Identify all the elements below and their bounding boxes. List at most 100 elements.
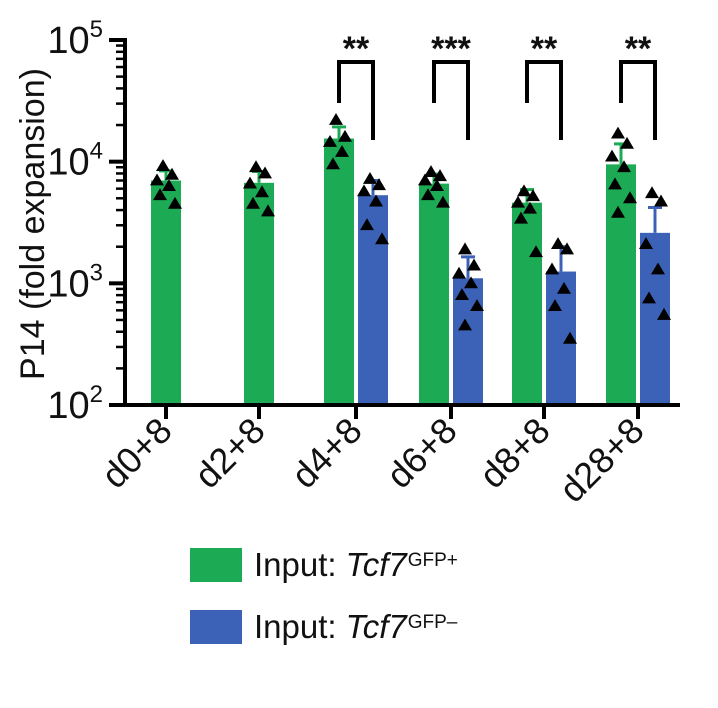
data-point-d6+8-series-1: [467, 258, 481, 271]
x-tick-label-d28+8: d28+8: [551, 410, 651, 510]
legend-superscript: GFP+: [407, 550, 458, 571]
data-point-d28+8-series-1: [651, 262, 665, 275]
y-tick-exponent: 2: [90, 381, 103, 408]
x-tick-label-d2+8: d2+8: [186, 410, 272, 496]
data-point-d4+8-series-0: [335, 145, 349, 157]
data-point-d4+8-series-1: [375, 232, 389, 245]
data-point-d8+8-series-0: [517, 184, 531, 197]
data-point-d4+8-series-1: [369, 194, 383, 207]
data-point-d8+8-series-0: [511, 195, 525, 208]
x-tick-label-d6+8: d6+8: [378, 410, 464, 496]
y-tick-label: 102: [47, 381, 103, 427]
data-point-d6+8-series-0: [436, 195, 450, 208]
data-point-d6+8-series-0: [430, 179, 444, 191]
legend-gene: Tcf7: [345, 608, 407, 645]
x-tick-label-d0+8: d0+8: [93, 410, 179, 496]
data-point-d28+8-series-0: [620, 136, 634, 149]
y-tick-exponent: 4: [90, 138, 103, 165]
data-point-d28+8-series-1: [642, 291, 656, 304]
significance-layer: ** *** ** **: [337, 30, 657, 140]
data-point-d8+8-series-0: [526, 189, 540, 202]
data-point-d6+8-series-0: [433, 169, 447, 182]
legend-prefix: Input:: [254, 546, 337, 583]
data-point-d6+8-series-0: [418, 173, 432, 186]
bar-d8+8-series-0: [512, 202, 542, 405]
data-point-d28+8-series-1: [645, 186, 659, 199]
data-point-d2+8-series-0: [243, 176, 257, 189]
significance-bracket-d6+8: [432, 60, 470, 140]
data-point-d4+8-series-0: [329, 113, 343, 125]
data-point-d6+8-series-1: [455, 288, 469, 301]
data-point-d6+8-series-1: [452, 266, 466, 279]
y-tick-base: 10: [47, 263, 89, 305]
legend-swatch-blue: [190, 610, 242, 644]
data-point-d28+8-series-0: [623, 191, 637, 204]
data-point-d4+8-series-1: [360, 218, 374, 231]
y-tick-base: 10: [47, 142, 89, 184]
data-point-d8+8-series-1: [548, 299, 562, 311]
data-point-d4+8-series-0: [326, 157, 340, 170]
y-tick-label: 104: [47, 138, 103, 184]
data-point-d4+8-series-0: [323, 135, 337, 147]
data-point-d28+8-series-0: [608, 177, 622, 190]
bar-d2+8-series-0: [244, 182, 274, 405]
data-points-layer: [150, 113, 671, 344]
error-bars-layer: [159, 125, 662, 279]
data-point-d8+8-series-0: [529, 245, 543, 258]
y-axis-label: P14 (fold expansion): [14, 68, 52, 380]
data-point-d0+8-series-0: [165, 167, 179, 180]
data-point-d6+8-series-1: [458, 242, 472, 255]
y-tick-base: 10: [47, 385, 89, 427]
data-point-d6+8-series-0: [424, 165, 438, 178]
data-point-d0+8-series-0: [162, 179, 176, 191]
significance-bracket-d4+8: [337, 60, 375, 140]
y-tick-label: 105: [47, 16, 103, 62]
data-point-d2+8-series-0: [261, 204, 275, 217]
data-point-d8+8-series-1: [563, 331, 577, 344]
bars-layer: [151, 138, 670, 405]
data-point-d4+8-series-1: [363, 172, 377, 184]
data-point-d0+8-series-0: [156, 159, 170, 171]
data-point-d2+8-series-0: [255, 185, 269, 198]
data-point-d8+8-series-1: [545, 262, 559, 275]
legend-gene: Tcf7: [345, 546, 407, 583]
significance-bracket-d8+8: [525, 60, 563, 140]
data-point-d0+8-series-0: [168, 196, 182, 209]
significance-label-d6+8: ***: [431, 30, 471, 68]
legend-entry-gfp-negative: Input: Tcf7 GFP–: [190, 608, 457, 646]
data-point-d8+8-series-0: [514, 211, 528, 224]
data-point-d6+8-series-1: [464, 276, 478, 289]
legend-prefix: Input:: [254, 608, 337, 645]
legend-swatch-green: [190, 548, 242, 582]
data-point-d28+8-series-0: [611, 126, 625, 139]
data-point-d4+8-series-1: [357, 184, 371, 197]
data-point-d4+8-series-1: [372, 178, 386, 191]
significance-bracket-d28+8: [619, 60, 657, 140]
data-point-d28+8-series-1: [657, 307, 671, 320]
bar-d0+8-series-0: [151, 180, 181, 405]
data-point-d6+8-series-1: [470, 299, 484, 311]
data-point-d28+8-series-0: [611, 205, 625, 218]
data-point-d4+8-series-0: [338, 129, 352, 142]
data-point-d28+8-series-1: [639, 237, 653, 250]
data-point-d2+8-series-0: [249, 160, 263, 173]
data-point-d0+8-series-0: [153, 188, 167, 201]
data-point-d6+8-series-1: [458, 318, 472, 331]
significance-label-d28+8: **: [625, 30, 652, 68]
significance-label-d8+8: **: [531, 30, 558, 68]
data-point-d0+8-series-0: [150, 173, 164, 186]
data-point-d8+8-series-0: [523, 201, 537, 214]
data-point-d8+8-series-1: [551, 237, 565, 250]
data-point-d8+8-series-1: [560, 242, 574, 255]
y-tick-label: 103: [47, 259, 103, 305]
data-point-d28+8-series-0: [617, 160, 631, 173]
data-point-d8+8-series-1: [557, 281, 571, 294]
y-tick-base: 10: [47, 20, 89, 62]
legend-superscript: GFP–: [407, 612, 458, 633]
data-point-d2+8-series-0: [258, 166, 272, 179]
significance-label-d4+8: **: [343, 30, 370, 68]
legend-entry-gfp-positive: Input: Tcf7 GFP+: [190, 546, 458, 584]
data-point-d6+8-series-0: [421, 188, 435, 201]
bar-d28+8-series-0: [606, 164, 636, 405]
